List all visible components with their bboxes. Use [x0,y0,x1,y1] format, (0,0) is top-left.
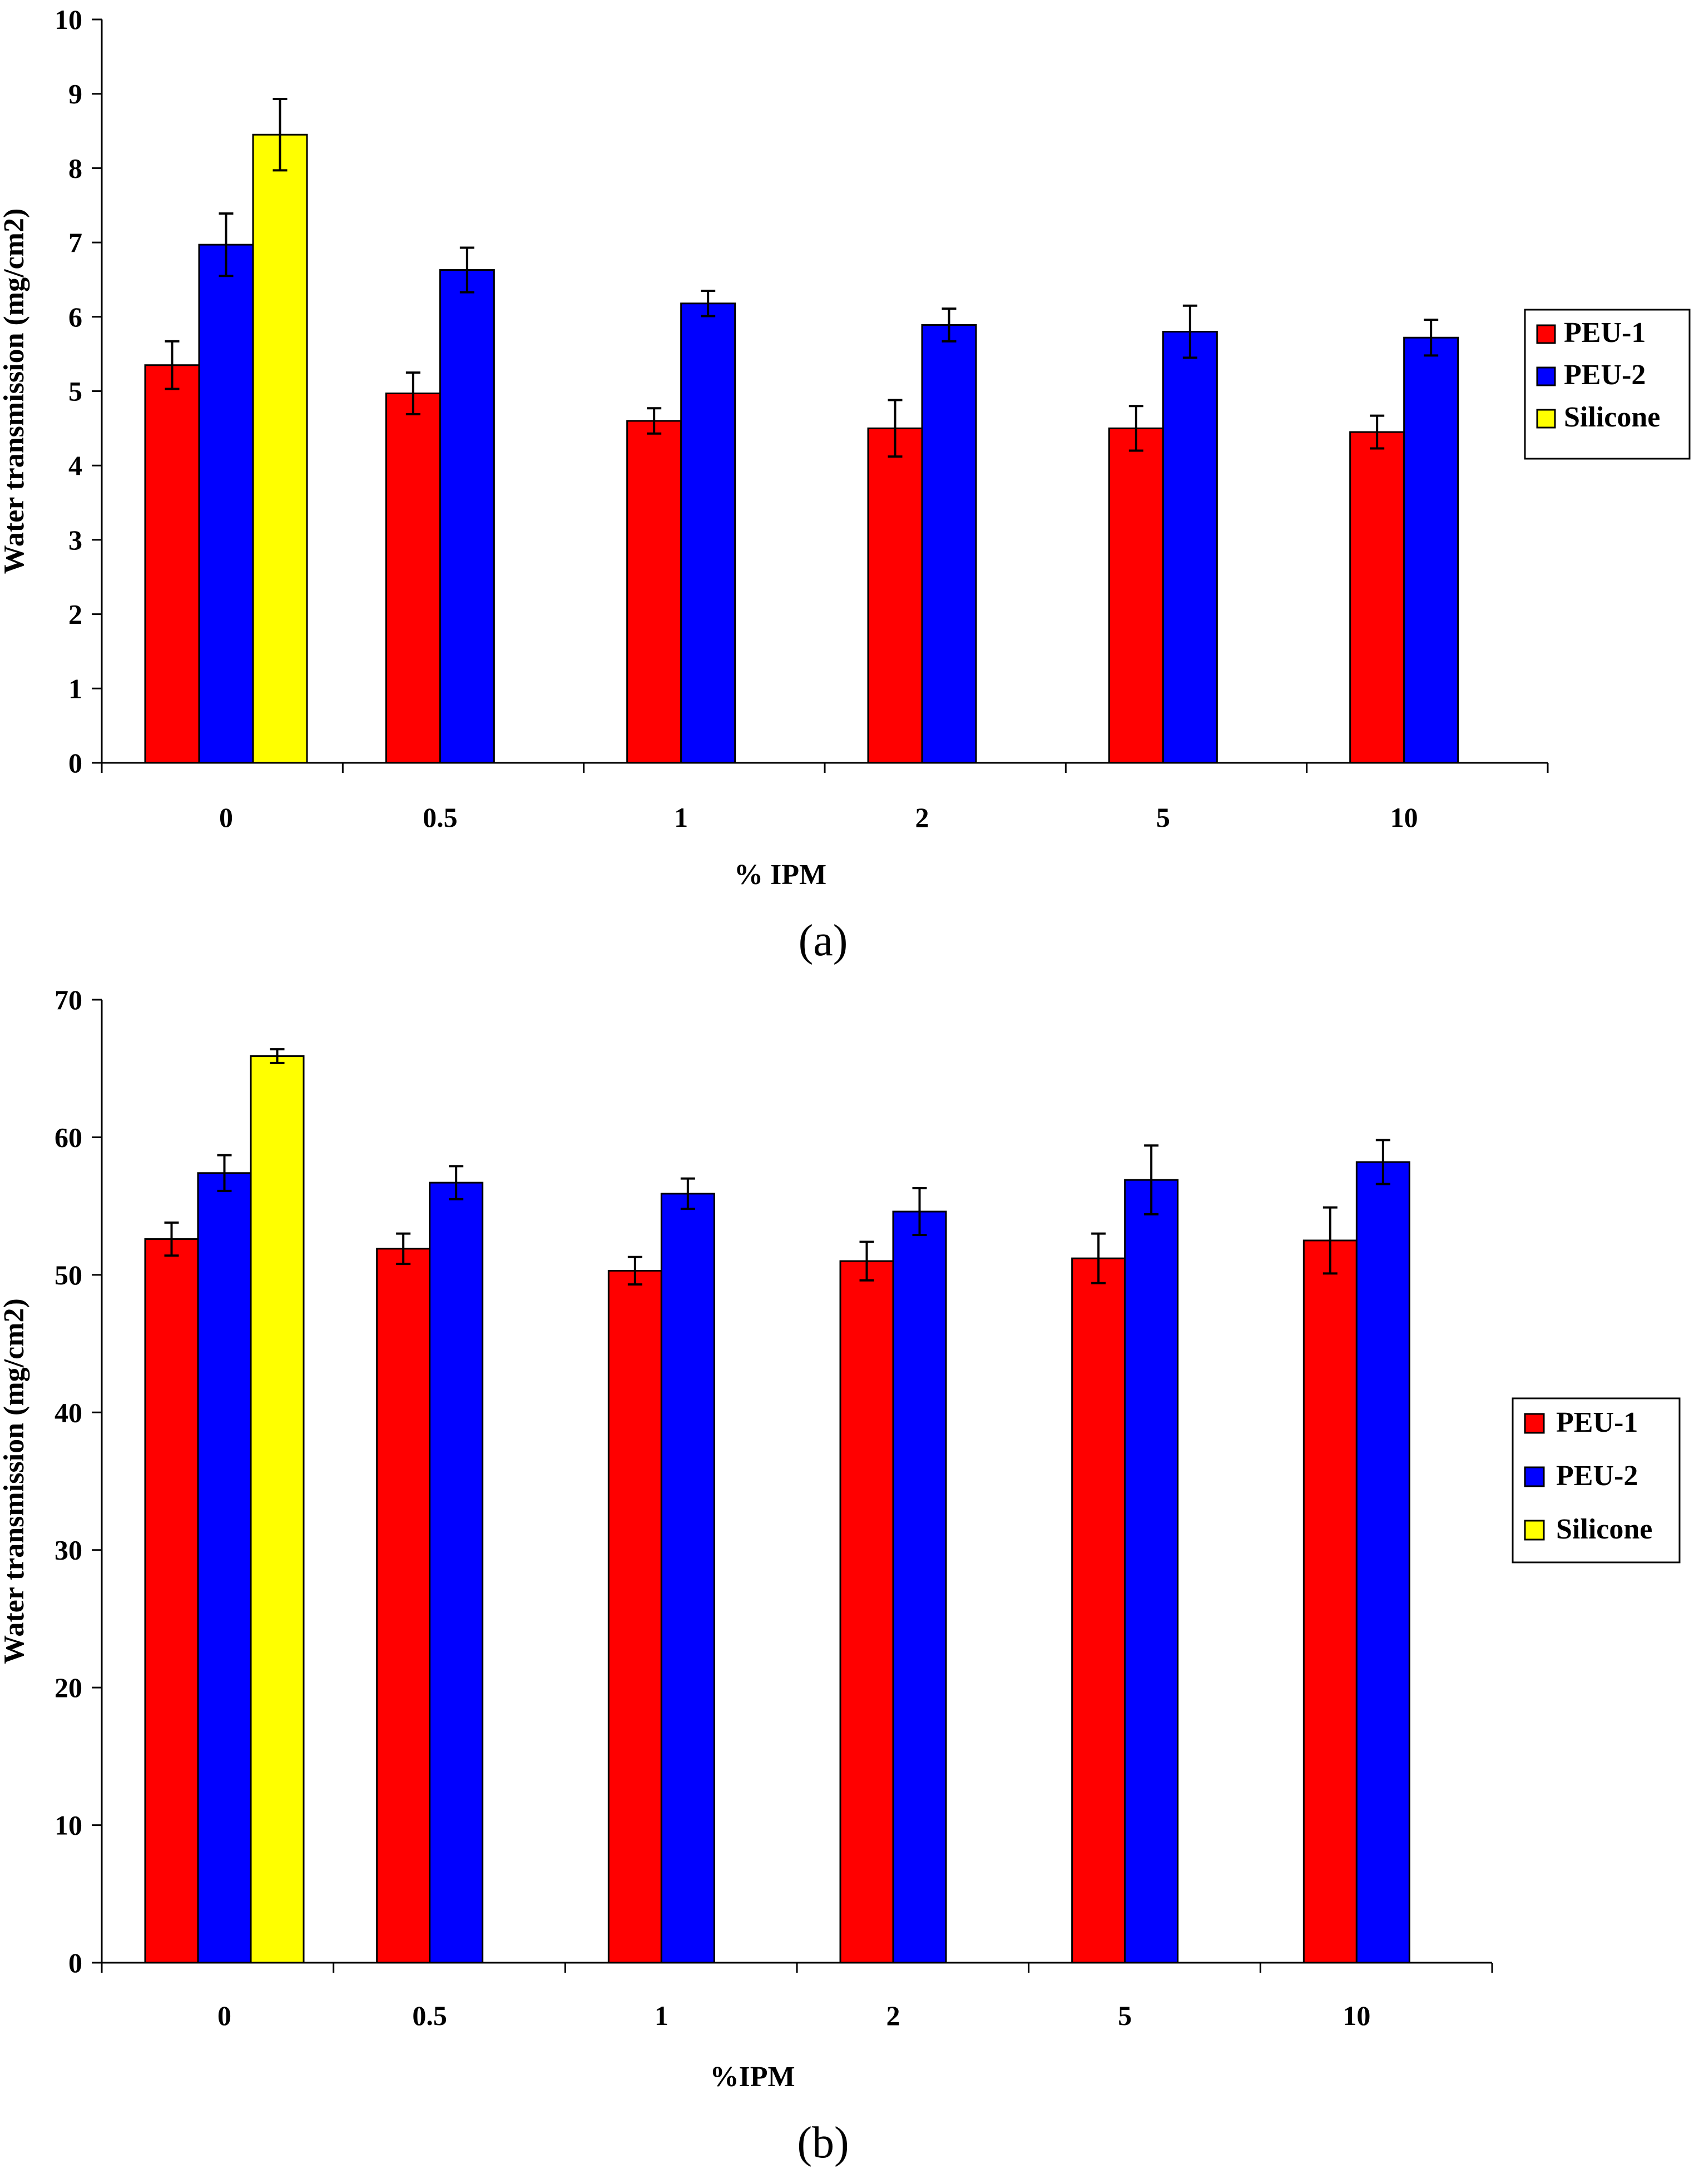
y-tick-label: 20 [55,1672,82,1703]
y-tick-label: 1 [68,673,82,704]
x-axis-title: % IPM [734,859,826,891]
y-tick-label: 0 [68,1947,82,1978]
x-axis-title: %IPM [710,2061,795,2093]
legend-label-peu-2: PEU-2 [1556,1460,1638,1492]
y-tick-label: 9 [68,78,82,110]
bar-peu-2-0.5 [439,269,495,764]
bar-silicone-0 [250,1055,305,1964]
bar-peu-1-0 [144,1238,199,1964]
x-tick-label: 5 [1118,2000,1132,2031]
y-tick-label: 70 [55,984,82,1015]
bar-silicone-0 [252,133,308,764]
y-tick-label: 10 [55,4,82,35]
legend-swatch-silicone [1524,1520,1545,1541]
y-tick-label: 50 [55,1259,82,1290]
legend-label-silicone: Silicone [1564,401,1660,433]
bar-peu-1-5 [1071,1257,1126,1964]
panel-label: (b) [797,2118,849,2167]
y-axis-title: Water transmission (mg/cm2) [0,209,30,574]
bar-peu-1-0.5 [376,1248,431,1964]
y-tick-label: 7 [68,227,82,258]
bar-peu-2-1 [680,302,736,764]
x-tick-label: 0 [219,802,233,833]
y-tick-label: 3 [68,524,82,555]
panel-label: (a) [799,916,848,965]
x-tick-label: 2 [915,802,929,833]
x-tick-label: 0.5 [412,2000,447,2031]
y-tick-label: 8 [68,152,82,183]
x-tick-label: 5 [1156,802,1170,833]
chart-a: 0 1 2 3 4 5 6 7 8 9 10 0 0.5 1 2 5 10 % IPM Water transmis… [0,4,1691,965]
y-tick-label: 30 [55,1535,82,1566]
y-tick-label: 6 [68,301,82,332]
y-tick-label: 40 [55,1397,82,1428]
y-tick-label: 10 [55,1810,82,1841]
bar-peu-2-0 [197,1172,252,1964]
y-tick-label: 4 [68,450,82,481]
legend-label-peu-1: PEU-1 [1564,317,1646,349]
chart-b: 0 10 20 30 40 50 60 70 0 0.5 1 2 5 10 %IPM Water transm… [0,984,1681,2167]
legend-swatch-peu-2 [1524,1466,1545,1487]
x-tick-label: 1 [655,2000,668,2031]
bar-peu-2-0.5 [429,1182,484,1964]
bar-peu-2-2 [892,1210,947,1964]
bar-peu-2-0 [198,244,254,764]
y-axis-title: Water transmission (mg/cm2) [0,1298,30,1664]
bar-peu-1-5 [1108,427,1164,764]
legend-label-peu-2: PEU-2 [1564,359,1646,391]
bar-peu-2-2 [921,324,977,764]
legend-swatch-silicone [1536,409,1556,429]
bar-peu-1-0.5 [385,393,441,764]
x-tick-label: 1 [674,802,688,833]
bar-peu-2-5 [1124,1179,1179,1964]
bar-peu-1-1 [607,1269,662,1964]
y-tick-label: 2 [68,599,82,630]
legend-swatch-peu-1 [1536,324,1556,344]
legend-label-peu-1: PEU-1 [1556,1407,1638,1438]
bar-peu-1-2 [839,1260,894,1964]
x-tick-label: 0 [217,2000,231,2031]
y-tick-label: 5 [68,376,82,407]
legend-swatch-peu-2 [1536,366,1556,386]
x-tick-label: 10 [1343,2000,1370,2031]
x-tick-label: 2 [886,2000,900,2031]
bar-peu-1-10 [1349,431,1405,764]
y-tick-label: 60 [55,1121,82,1153]
bar-peu-1-10 [1302,1239,1358,1964]
bar-peu-2-10 [1403,336,1459,764]
x-tick-label: 10 [1390,802,1418,833]
bar-peu-2-1 [660,1193,715,1964]
bar-peu-1-1 [626,420,682,764]
legend-label-silicone: Silicone [1556,1513,1652,1545]
bar-peu-1-2 [867,427,923,764]
bar-peu-2-10 [1355,1161,1410,1964]
bar-peu-2-5 [1162,331,1218,764]
bar-peu-1-0 [144,364,200,764]
y-tick-label: 0 [68,747,82,778]
legend-swatch-peu-1 [1524,1413,1545,1434]
x-tick-label: 0.5 [423,802,458,833]
